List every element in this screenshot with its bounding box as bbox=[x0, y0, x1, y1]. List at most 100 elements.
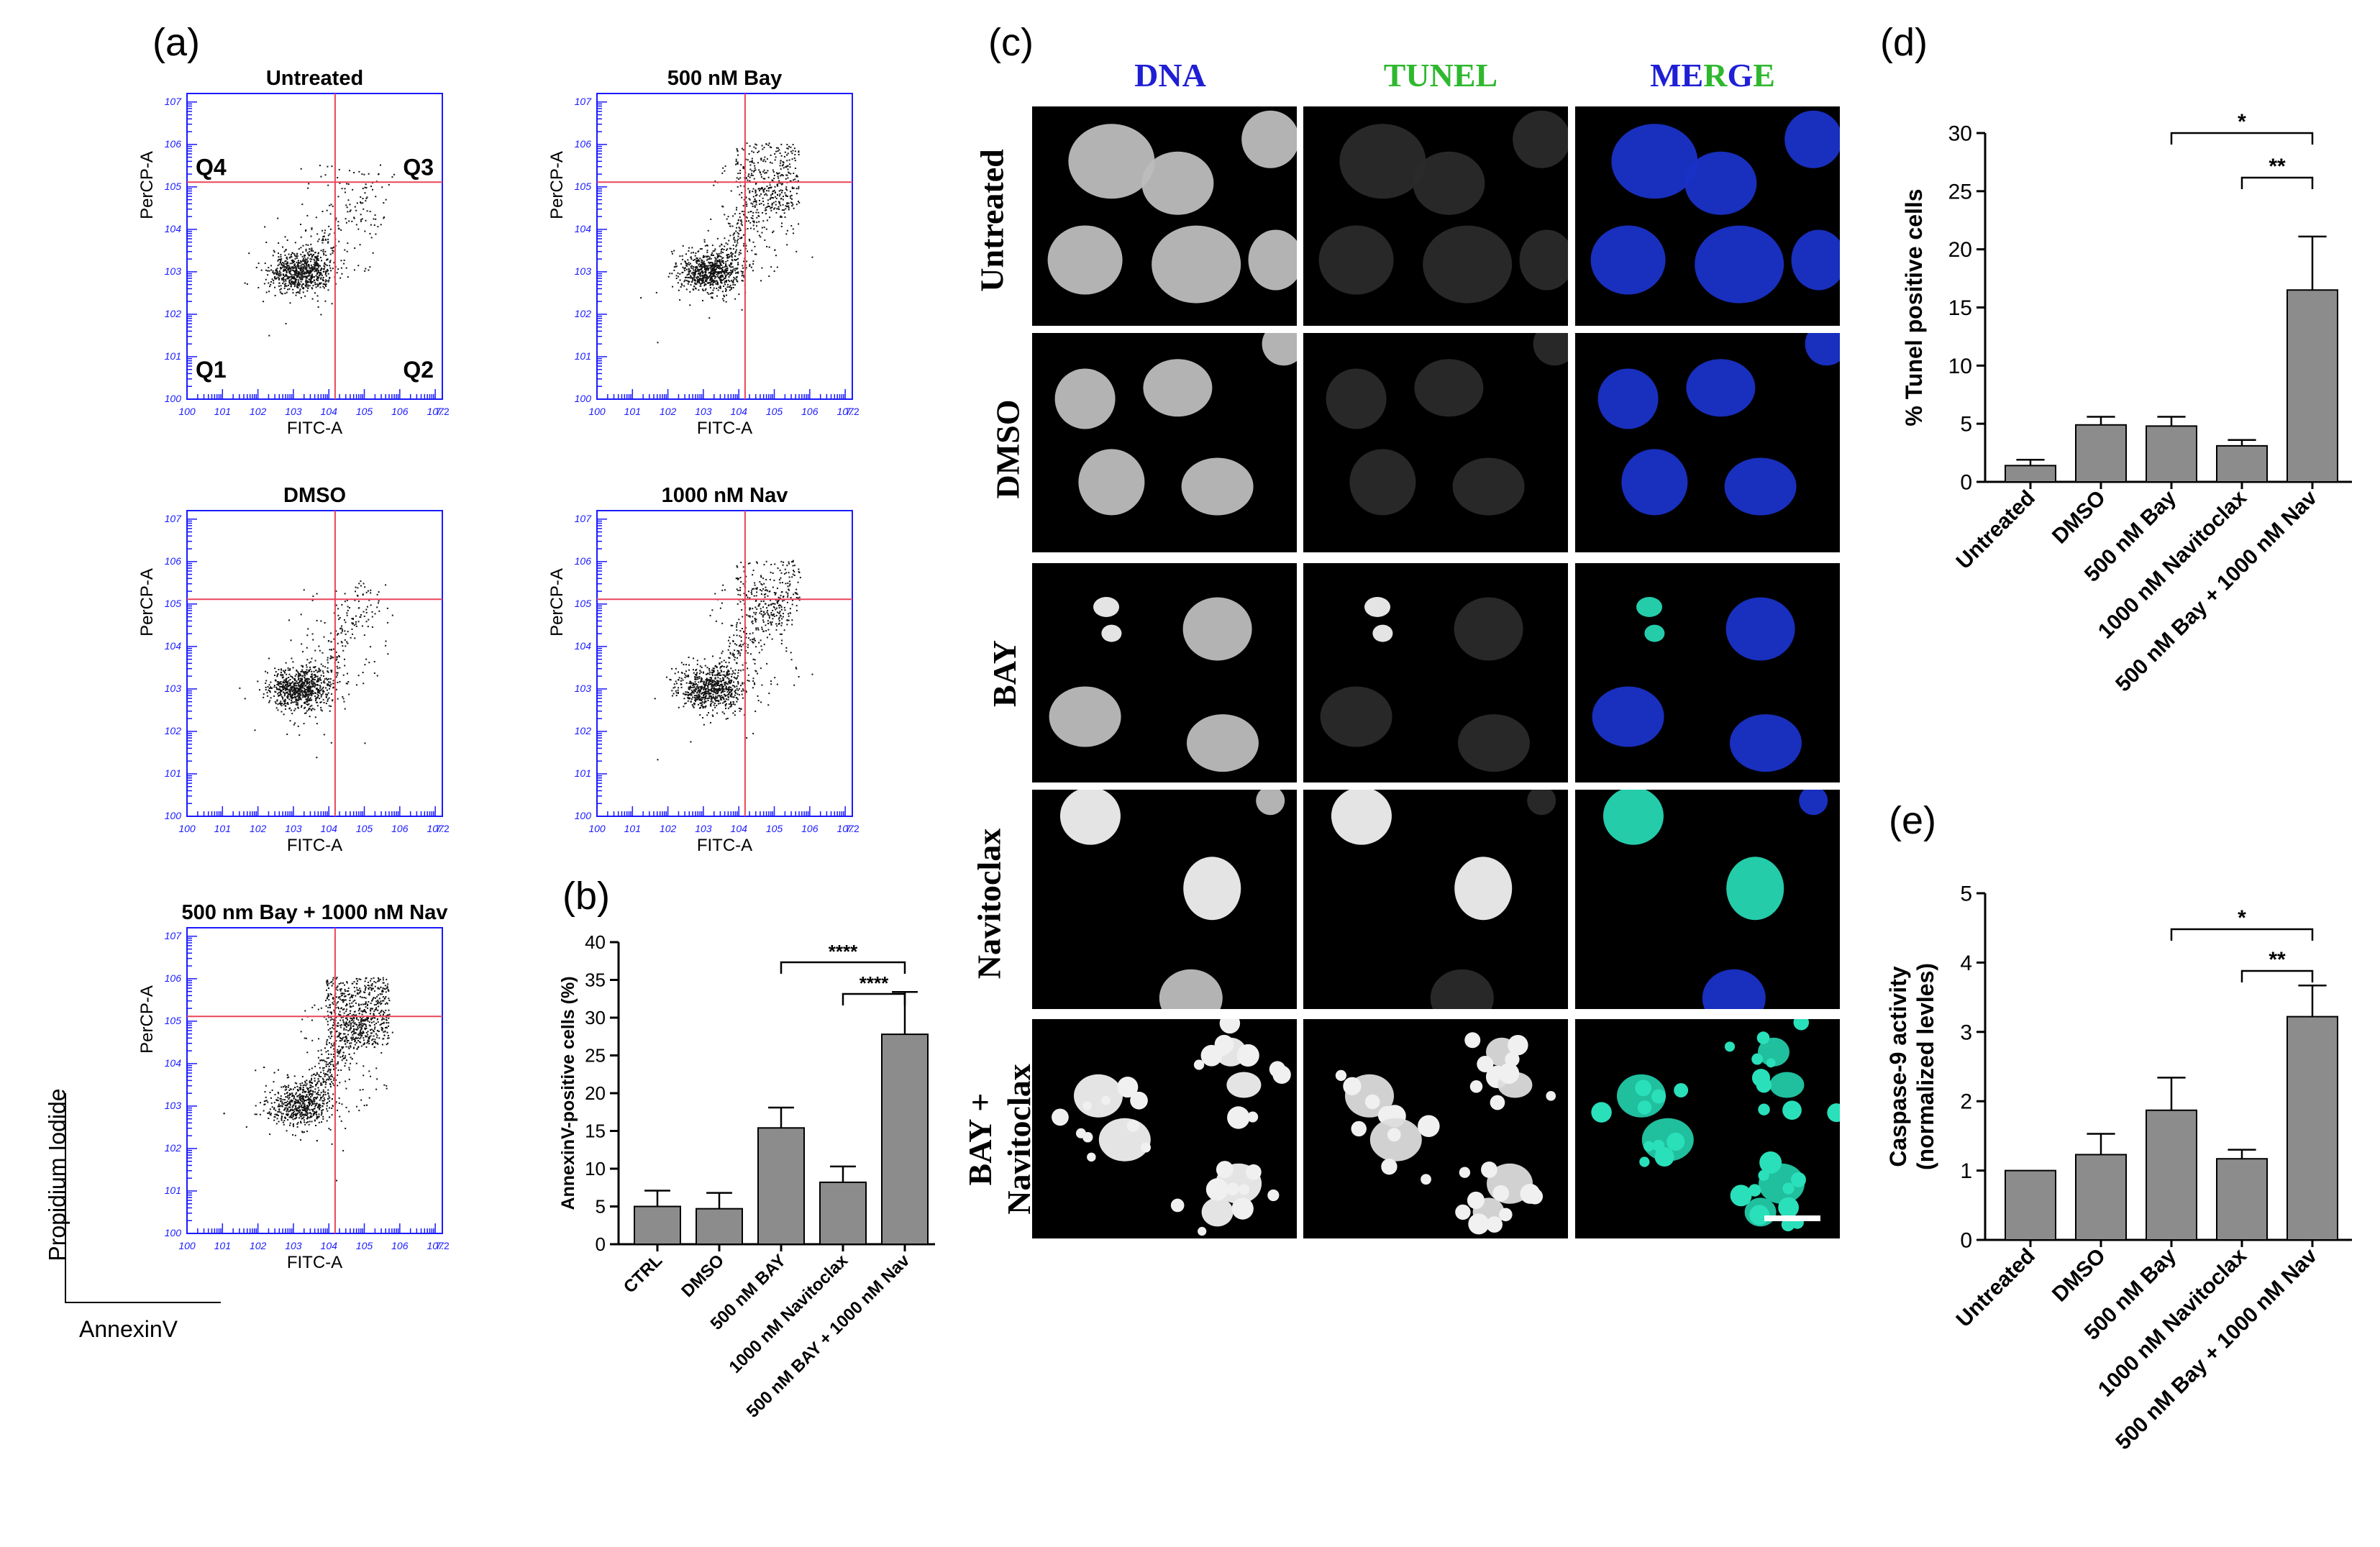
flow-y-tick-label: 101 bbox=[165, 1185, 181, 1196]
row-label-bay: BAY bbox=[985, 640, 1023, 707]
apoptotic-body bbox=[1635, 1080, 1652, 1097]
x-tick-label: 1000 nM Navitoclax bbox=[726, 1251, 852, 1377]
row-label-untreated: Untreated bbox=[973, 149, 1011, 292]
nucleus bbox=[1430, 969, 1494, 1009]
micro-cell-r3-c0 bbox=[1032, 790, 1297, 1009]
flow-plot-frame bbox=[186, 510, 443, 817]
flow-y-tick-label: 100 bbox=[165, 393, 182, 404]
apoptotic-body bbox=[1790, 1172, 1806, 1187]
significance-label: **** bbox=[860, 972, 889, 994]
nucleus bbox=[1454, 857, 1513, 921]
nucleus bbox=[1183, 857, 1241, 921]
apoptotic-body bbox=[1639, 1156, 1650, 1167]
flow-x-tick-label: 102 bbox=[250, 1240, 267, 1251]
significance-label: **** bbox=[829, 941, 858, 962]
flow-x-axis-label: FITC-A bbox=[287, 1253, 342, 1272]
flow-plot-4: 500 nm Bay + 1000 nM Nav 100 100 101 101 102 1… bbox=[137, 901, 450, 1272]
flow-x-tick-label: 100 bbox=[588, 823, 606, 834]
micro-image bbox=[1320, 597, 1530, 772]
flow-x-tick-label: 100 bbox=[588, 406, 606, 417]
apoptotic-body bbox=[1130, 1091, 1148, 1110]
flow-y-tick-label: 105 bbox=[165, 1015, 182, 1026]
micro-cell-r3-c1 bbox=[1303, 790, 1568, 1009]
nucleus bbox=[1414, 359, 1484, 417]
flow-x-tick-label: 100 bbox=[178, 823, 196, 834]
apoptotic-body bbox=[1751, 1069, 1771, 1087]
nucleus bbox=[1186, 714, 1259, 772]
nucleus bbox=[1769, 1072, 1805, 1098]
flow-plot-title: 500 nm Bay + 1000 nM Nav bbox=[182, 901, 448, 924]
flow-y-tick-label: 104 bbox=[165, 640, 182, 652]
flow-scatter bbox=[654, 560, 813, 761]
flow-y-tick-label: 106 bbox=[575, 138, 592, 150]
flow-x-tick-label: 101 bbox=[214, 1240, 231, 1251]
significance-bracket bbox=[2240, 176, 2314, 189]
apoptotic-body bbox=[1140, 1142, 1151, 1153]
y-tick-label: 5 bbox=[1960, 882, 1972, 906]
flow-scatter bbox=[239, 580, 393, 759]
nucleus bbox=[1049, 686, 1121, 747]
micro-cell-r4-c2 bbox=[1575, 1019, 1840, 1238]
nucleus bbox=[1611, 124, 1698, 199]
y-tick-label: 0 bbox=[1960, 1229, 1972, 1253]
flow-y-tick-label: 102 bbox=[575, 725, 592, 736]
merge-letters-2: R bbox=[1703, 57, 1728, 93]
flow-x-tick-label: 103 bbox=[695, 406, 712, 417]
nucleus bbox=[1590, 225, 1666, 295]
row-label-bay-navitoclax: BAY + Navitoclax bbox=[961, 1031, 1039, 1247]
apoptotic-body bbox=[1418, 1115, 1440, 1138]
flow-x-axis-label: FITC-A bbox=[697, 836, 752, 855]
apoptotic-body bbox=[1219, 1019, 1241, 1034]
nucleus bbox=[1262, 333, 1297, 366]
significance-label: ** bbox=[2269, 155, 2286, 178]
y-tick-label: 20 bbox=[1948, 238, 1972, 262]
y-tick-label: 40 bbox=[585, 931, 606, 953]
flow-x-tick-label: 102 bbox=[250, 823, 267, 834]
panel-label-a: (a) bbox=[152, 21, 200, 64]
flow-x-tick-label: 104 bbox=[321, 406, 338, 417]
flow-y-tick-label: 105 bbox=[165, 598, 182, 609]
flow-y-tick-label: 105 bbox=[165, 181, 182, 192]
nucleus bbox=[1054, 368, 1116, 429]
flow-x-tick-label: 104 bbox=[731, 823, 748, 834]
nucleus bbox=[1597, 368, 1659, 429]
nucleus bbox=[1078, 449, 1145, 516]
flow-x-tick-label: 106 bbox=[801, 406, 819, 417]
apoptotic-body bbox=[1082, 1101, 1093, 1110]
nucleus bbox=[1101, 624, 1122, 642]
bar-4 bbox=[881, 1033, 929, 1245]
flow-y-tick-label: 104 bbox=[165, 223, 182, 234]
nucleus bbox=[1181, 457, 1254, 516]
y-tick-label: 1 bbox=[1960, 1159, 1972, 1183]
micro-cell-r0-c0 bbox=[1032, 106, 1297, 326]
apoptotic-body bbox=[1486, 1216, 1503, 1233]
flow-x-tick-label: 105 bbox=[356, 406, 373, 417]
apoptotic-body bbox=[1245, 1164, 1262, 1180]
significance-bracket bbox=[2240, 969, 2314, 982]
nucleus bbox=[1644, 624, 1665, 642]
nucleus bbox=[1320, 686, 1392, 747]
flow-y-tick-label: 100 bbox=[165, 810, 182, 821]
nucleus bbox=[1423, 225, 1513, 304]
row-label-bay-navitoclax-text: BAY + Navitoclax bbox=[962, 1064, 1037, 1215]
y-axis-label: % Tunel positive cells bbox=[1901, 188, 1927, 426]
column-header-merge: MERGE bbox=[1579, 56, 1846, 94]
flow-x-tick-label: 107 bbox=[836, 406, 854, 417]
apoptotic-body bbox=[1546, 1090, 1556, 1101]
apoptotic-body bbox=[1748, 1184, 1761, 1197]
y-tick-label: 15 bbox=[585, 1121, 606, 1142]
bar-0 bbox=[2005, 1169, 2056, 1241]
nucleus bbox=[1098, 1118, 1151, 1162]
flow-y-tick-label: 101 bbox=[165, 350, 181, 362]
flow-plot-frame bbox=[596, 510, 853, 817]
apoptotic-body bbox=[1490, 1095, 1505, 1110]
nucleus bbox=[1152, 225, 1241, 304]
panel-label-e: (e) bbox=[1889, 799, 1936, 842]
apoptotic-body bbox=[1126, 1119, 1139, 1132]
chart-e-caspase: 0 1 2 3 4 5 Caspase-9 activity (normalized levl… bbox=[1885, 882, 2352, 1454]
y-tick-label: 3 bbox=[1960, 1021, 1972, 1044]
flow-y-axis-label: PerCP-A bbox=[547, 568, 567, 636]
nucleus bbox=[1725, 597, 1795, 661]
nucleus bbox=[1592, 686, 1664, 747]
bar-2 bbox=[757, 1127, 805, 1245]
